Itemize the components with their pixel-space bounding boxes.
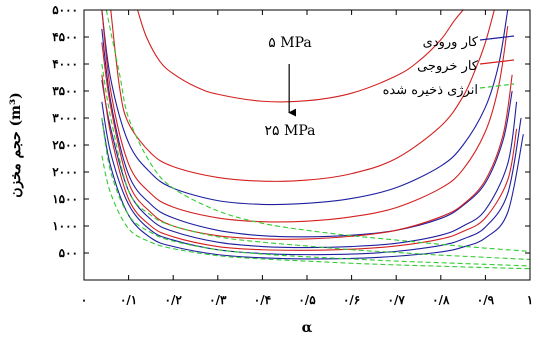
series-line-stored-14 — [101, 155, 530, 270]
series-layer — [101, 10, 530, 270]
x-tick-label: ۱ — [527, 293, 533, 307]
legend-label-3: انرژی ذخیره شده — [383, 83, 478, 98]
annotation-bottom-label: ۲۵ MPa — [265, 123, 316, 139]
series-line-input-1 — [101, 10, 509, 206]
x-tick-label: ۰/۵ — [298, 293, 316, 307]
x-tick-label: ۰/۸ — [432, 293, 450, 307]
x-tick-label: ۰/۶ — [343, 293, 360, 307]
x-tick-label: ۰/۲ — [165, 293, 183, 307]
legend-sample-2 — [479, 59, 515, 65]
legend-label-2: کار خروجی — [417, 59, 479, 74]
x-tick-label: ۰/۱ — [120, 293, 137, 307]
x-tick-label: ۰ — [81, 293, 87, 307]
x-tick-label: ۰/۷ — [388, 293, 406, 307]
series-line-stored-12 — [101, 63, 530, 261]
legend-label-1: کار ورودی — [423, 35, 479, 50]
series-line-stored-13 — [101, 117, 530, 267]
x-axis-label: α — [302, 320, 313, 336]
x-tick-label: ۰/۹ — [477, 293, 495, 307]
y-tick-label: ۵۰۰۰ — [52, 3, 78, 17]
series-line-output-8 — [101, 10, 509, 223]
annotation-top-label: ۵ MPa — [268, 35, 311, 51]
series-line-output-6 — [136, 10, 464, 103]
y-tick-label: ۴۵۰۰ — [52, 30, 78, 44]
series-line-input-5 — [101, 117, 524, 260]
series-line-output-9 — [101, 42, 513, 240]
legend-sample-3 — [479, 83, 515, 89]
legend: کار ورودی کار خروجی انرژی ذخیره شده — [383, 35, 515, 98]
series-line-stored-11 — [105, 10, 530, 252]
y-tick-label: ۴۰۰۰ — [52, 57, 78, 71]
ticks-layer: ۵۰۰ ۱۰۰۰ ۱۵۰۰ ۲۰۰۰ ۲۵۰۰ ۳۰۰۰ ۳۵۰۰ ۴۰۰۰ ۴۵۰۰ ۵۰۰۰ ۰… — [52, 3, 533, 307]
y-tick-label: ۲۰۰۰ — [52, 165, 78, 179]
series-line-input-4 — [101, 101, 522, 256]
y-tick-label: ۱۵۰۰ — [52, 192, 78, 206]
series-line-input-2 — [101, 28, 513, 238]
legend-sample-1 — [479, 35, 515, 41]
y-tick-label: ۲۵۰۰ — [52, 138, 78, 152]
y-axis-label: حجم مخزن (m³) — [8, 92, 24, 198]
series-line-output-7 — [110, 10, 495, 182]
y-tick-label: ۵۰۰ — [59, 246, 78, 260]
x-tick-label: ۰/۴ — [254, 293, 271, 307]
x-tick-label: ۰/۳ — [209, 293, 227, 307]
annotation-layer: ۵ MPa ۲۵ MPa — [265, 35, 316, 139]
y-tick-label: ۱۰۰۰ — [52, 219, 78, 233]
y-tick-label: ۳۰۰۰ — [52, 111, 78, 125]
y-tick-label: ۳۵۰۰ — [52, 84, 78, 98]
series-line-output-10 — [101, 74, 518, 251]
